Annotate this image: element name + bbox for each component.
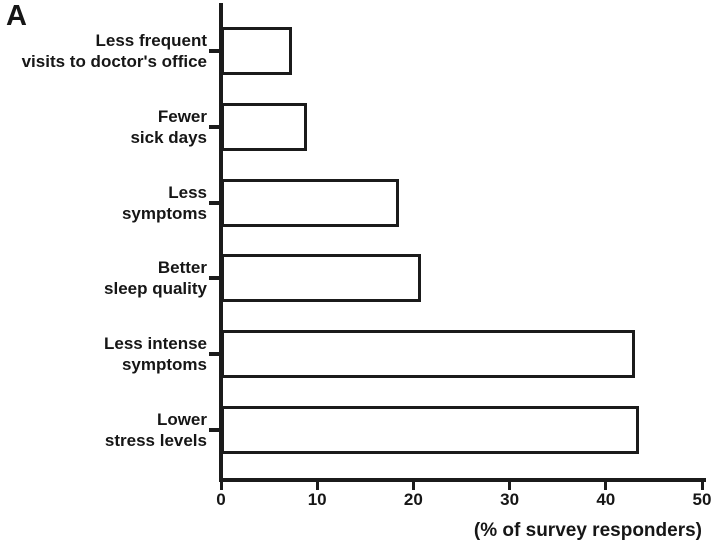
bar [221,330,635,379]
x-tick-label: 0 [216,490,226,509]
category-tick [209,276,221,281]
category-tick [209,352,221,357]
x-tick-label: 50 [692,490,712,509]
x-tick [219,482,223,490]
category-label: Less symptoms [121,182,207,223]
category-tick [209,200,221,205]
y-axis-line [219,3,223,482]
category-label: Better sleep quality [104,258,207,299]
x-tick [315,482,319,490]
x-tick-label: 30 [500,490,520,509]
x-tick-label: 10 [307,490,327,509]
category-tick [209,124,221,129]
x-tick [411,482,415,490]
x-axis-title: (% of survey responders) [473,520,702,541]
x-tick-label: 40 [596,490,616,509]
bar [221,178,399,227]
bar [221,254,422,303]
x-tick [604,482,608,490]
x-tick [700,482,704,490]
x-tick [508,482,512,490]
category-tick [209,49,221,53]
bar [221,406,640,454]
x-axis-line [219,478,706,482]
bar [221,27,293,75]
category-label: Fewer sick days [130,106,207,147]
category-label: Less intense symptoms [104,334,207,375]
category-label: Lower stress levels [104,410,207,450]
bar [221,102,307,151]
category-label: Less frequent visits to doctor's office [21,31,207,71]
category-tick [209,428,221,432]
x-tick-label: 20 [403,490,423,509]
panel-label: A [6,0,27,32]
